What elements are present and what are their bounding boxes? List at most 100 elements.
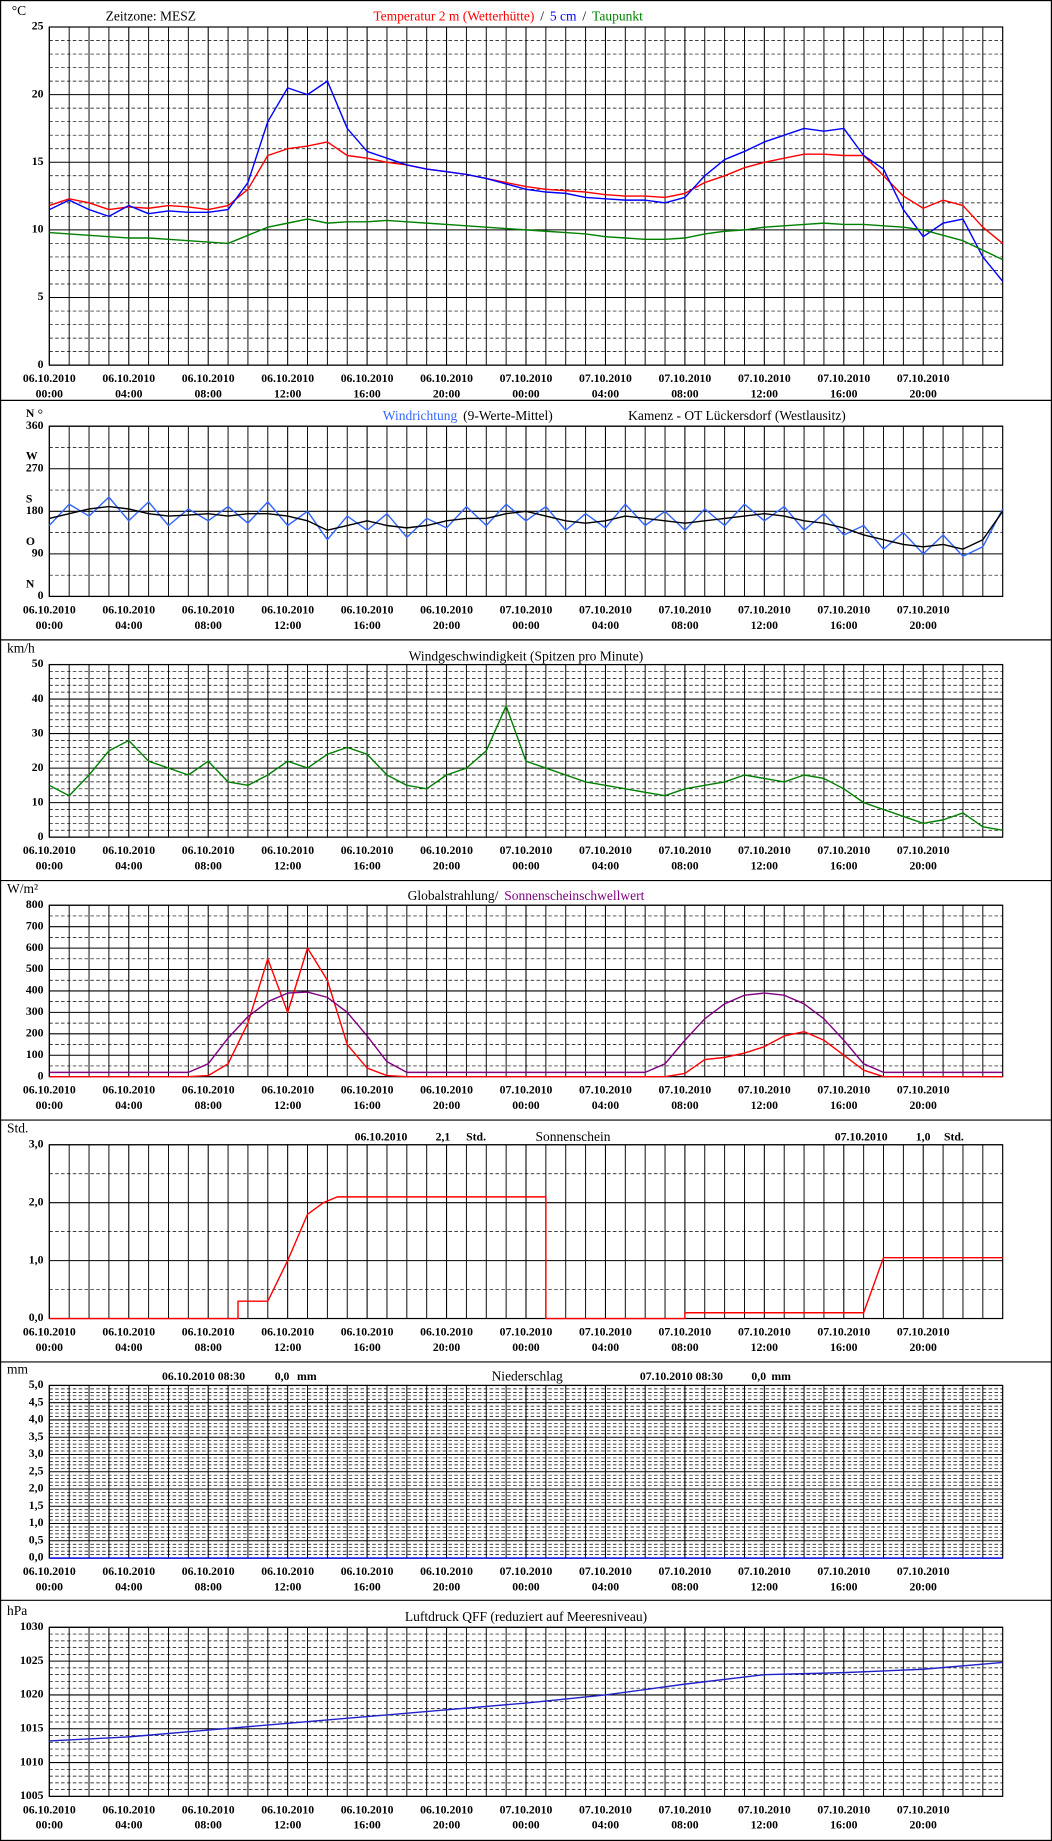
x-tick-label: 07.10.2010 16:00 — [817, 844, 870, 872]
y-axis-unit: km/h — [7, 640, 35, 655]
x-tick-time: 00:00 — [512, 387, 540, 400]
series-line — [49, 991, 1003, 1074]
summary-value: 1,0 — [916, 1130, 931, 1143]
y-tick-label: 5,0 — [29, 1378, 44, 1391]
x-tick-label: 06.10.2010 12:00 — [261, 1083, 314, 1111]
x-tick-date: 06.10.2010 — [420, 1565, 473, 1578]
x-tick-date: 07.10.2010 — [500, 844, 553, 857]
x-tick-date: 06.10.2010 — [102, 844, 155, 857]
x-tick-date: 06.10.2010 — [102, 603, 155, 616]
legend-entry: Sonnenscheinschwellwert — [504, 888, 644, 903]
x-tick-time: 16:00 — [353, 859, 381, 872]
x-tick-date: 06.10.2010 — [182, 844, 235, 857]
y-tick-label: 3,0 — [29, 1447, 44, 1460]
series-line — [48, 705, 1003, 831]
legend-entry: Globalstrahlung/ — [408, 888, 499, 903]
x-tick-label: 07.10.2010 20:00 — [897, 603, 950, 631]
legend-entry: Temperatur 2 m (Wetterhütte) — [373, 9, 534, 24]
legend-separator: / — [540, 9, 544, 24]
y-tick-label: 0,0 — [29, 1551, 44, 1564]
x-tick-time: 04:00 — [592, 859, 620, 872]
x-tick-date: 07.10.2010 — [738, 1803, 791, 1816]
x-tick-date: 07.10.2010 — [500, 1803, 553, 1816]
x-tick-time: 12:00 — [274, 859, 302, 872]
x-tick-time: 12:00 — [751, 1818, 779, 1831]
x-tick-date: 07.10.2010 — [738, 1325, 791, 1338]
y-tick-label: 50 — [32, 657, 44, 670]
legend-separator: / — [582, 9, 586, 24]
x-tick-time: 00:00 — [512, 1818, 540, 1831]
x-tick-label: 07.10.2010 08:00 — [658, 844, 711, 872]
x-tick-time: 08:00 — [195, 1099, 223, 1112]
x-tick-label: 07.10.2010 00:00 — [500, 1325, 553, 1353]
x-tick-date: 06.10.2010 — [341, 1565, 394, 1578]
x-tick-time: 16:00 — [830, 859, 858, 872]
x-tick-time: 04:00 — [592, 1099, 620, 1112]
x-tick-date: 06.10.2010 — [261, 1803, 314, 1816]
x-tick-time: 12:00 — [751, 859, 779, 872]
x-tick-date: 07.10.2010 — [817, 1325, 870, 1338]
y-tick-label: 90 — [32, 547, 44, 560]
plot-border — [48, 26, 1004, 366]
y-tick-label: 1030 — [20, 1620, 44, 1633]
x-tick-time: 20:00 — [910, 1099, 938, 1112]
series-line — [49, 80, 1004, 282]
y-tick-label: 3,5 — [29, 1430, 44, 1443]
y-tick-label: 2,0 — [29, 1195, 44, 1208]
y-tick-label: 1010 — [20, 1755, 44, 1768]
summary-value: 2,1 — [436, 1130, 451, 1143]
x-tick-time: 16:00 — [353, 1341, 381, 1354]
x-tick-time: 20:00 — [910, 618, 938, 631]
x-tick-time: 20:00 — [910, 387, 938, 400]
x-tick-label: 06.10.2010 04:00 — [102, 1803, 155, 1831]
chart-title: Luftdruck QFF (reduziert auf Meeresnivea… — [405, 1609, 647, 1624]
x-tick-time: 12:00 — [751, 387, 779, 400]
y-tick-label: 1015 — [20, 1721, 44, 1734]
x-tick-time: 00:00 — [36, 859, 64, 872]
x-tick-date: 07.10.2010 — [500, 372, 553, 385]
x-tick-time: 20:00 — [433, 387, 461, 400]
x-tick-time: 16:00 — [353, 1818, 381, 1831]
x-tick-time: 20:00 — [433, 1341, 461, 1354]
x-tick-time: 12:00 — [274, 387, 302, 400]
legend: Temperatur 2 m (Wetterhütte) / 5 cm / Taupun… — [373, 9, 643, 24]
series-line — [49, 218, 1003, 261]
x-tick-label: 06.10.2010 08:00 — [182, 603, 235, 631]
x-tick-date: 06.10.2010 — [102, 1803, 155, 1816]
x-tick-time: 00:00 — [36, 1818, 64, 1831]
x-tick-label: 06.10.2010 08:00 — [182, 844, 235, 872]
y-tick-label: 1,0 — [29, 1516, 44, 1529]
x-tick-label: 06.10.2010 12:00 — [261, 372, 314, 400]
x-tick-time: 04:00 — [592, 387, 620, 400]
x-tick-label: 06.10.2010 16:00 — [341, 1325, 394, 1353]
timezone: Zeitzone: MESZ — [106, 9, 196, 24]
x-tick-time: 16:00 — [830, 1099, 858, 1112]
y-tick-label: 0 — [38, 358, 44, 371]
summary-value: 0,0 — [751, 1370, 766, 1383]
x-tick-date: 06.10.2010 — [182, 1083, 235, 1096]
x-tick-date: 07.10.2010 — [500, 1325, 553, 1338]
x-tick-label: 06.10.2010 08:00 — [182, 372, 235, 400]
x-tick-label: 06.10.2010 20:00 — [420, 372, 473, 400]
x-tick-time: 00:00 — [36, 1341, 64, 1354]
legend-entry: Windrichtung — [383, 408, 458, 423]
x-tick-date: 07.10.2010 — [817, 1083, 870, 1096]
y-tick-label: 1020 — [20, 1688, 44, 1701]
x-tick-time: 08:00 — [671, 1580, 699, 1593]
x-tick-label: 06.10.2010 08:00 — [182, 1565, 235, 1593]
x-tick-label: 07.10.2010 08:00 — [658, 1565, 711, 1593]
x-tick-label: 06.10.2010 04:00 — [102, 844, 155, 872]
x-tick-time: 04:00 — [115, 387, 143, 400]
x-tick-label: 07.10.2010 16:00 — [817, 1565, 870, 1593]
y-tick-label: 100 — [26, 1048, 44, 1061]
x-tick-time: 08:00 — [195, 859, 223, 872]
x-tick-time: 00:00 — [512, 1580, 540, 1593]
x-tick-label: 07.10.2010 08:00 — [658, 1083, 711, 1111]
x-tick-date: 06.10.2010 — [420, 1803, 473, 1816]
x-tick-time: 00:00 — [36, 387, 64, 400]
plot-border — [48, 1626, 1004, 1797]
x-tick-time: 16:00 — [830, 1580, 858, 1593]
x-tick-date: 06.10.2010 — [341, 1325, 394, 1338]
x-tick-time: 16:00 — [830, 387, 858, 400]
